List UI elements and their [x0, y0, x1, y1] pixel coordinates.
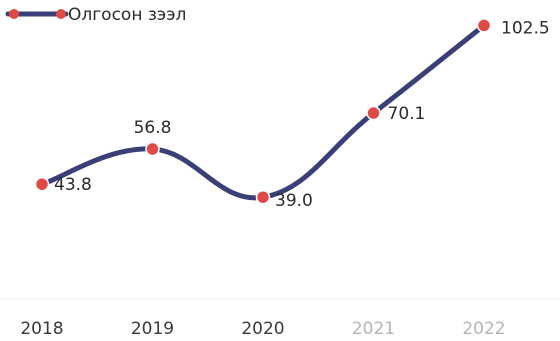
legend-label: Олгосон зээл	[68, 5, 186, 25]
data-point-2019	[145, 141, 160, 157]
legend: Олгосон зээл	[5, 5, 186, 25]
data-label-2021: 70.1	[388, 104, 426, 124]
legend-marker-left	[9, 9, 19, 19]
x-tick-label-2019: 2019	[131, 319, 174, 339]
data-point-2022	[476, 18, 492, 33]
data-label-2020: 39.0	[275, 191, 313, 211]
legend-marker-right	[56, 9, 66, 19]
x-tick-label-2022: 2022	[462, 319, 505, 339]
x-tick-label-2020: 2020	[241, 319, 284, 339]
data-point-2020	[255, 189, 271, 205]
x-axis-ticks: 2018 2019 2020 2021 2022	[20, 319, 505, 339]
x-tick-label-2018: 2018	[20, 319, 63, 339]
data-point-2018	[34, 176, 50, 192]
x-tick-label-2021: 2021	[352, 319, 395, 339]
data-labels: 43.8 56.8 39.0 70.1 102.5	[54, 18, 550, 211]
series-markers	[34, 18, 492, 205]
data-label-2019: 56.8	[134, 118, 172, 138]
data-label-2022: 102.5	[501, 18, 550, 38]
data-point-2021	[366, 105, 381, 121]
data-label-2018: 43.8	[54, 175, 92, 195]
